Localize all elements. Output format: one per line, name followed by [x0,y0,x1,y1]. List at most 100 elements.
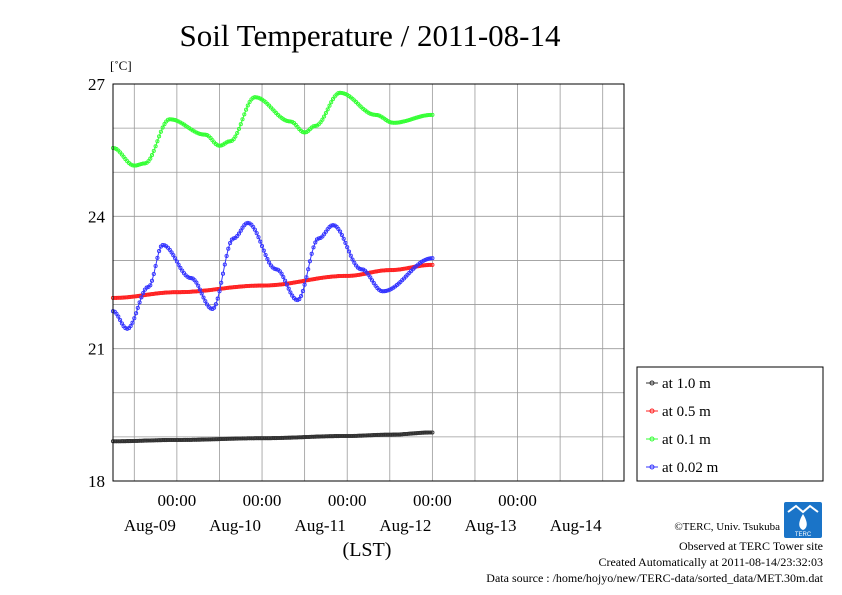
data-point [359,267,364,272]
data-point [153,263,158,269]
plot-frame [112,83,625,482]
data-point [295,279,300,285]
data-point [322,114,327,119]
legend: at 1.0 m at 0.5 m at 0.1 m at 0.02 m [636,366,824,482]
data-point [350,257,355,262]
data-point [215,296,220,301]
data-point [346,249,352,254]
data-point [428,262,433,267]
data-point [348,253,353,258]
data-point [267,260,272,265]
data-point [311,124,316,129]
data-point [421,113,426,118]
data-point [151,148,156,153]
data-point [135,305,140,310]
data-point [148,156,153,161]
legend-label: at 0.5 m [662,404,711,420]
data-point [330,223,336,228]
data-point [144,292,149,297]
chart-title: Soil Temperature / 2011-08-14 [180,18,561,53]
data-point [155,255,160,260]
legend-box [636,366,824,482]
legend-label: at 0.1 m [662,432,711,448]
data-point [118,317,123,323]
data-point [157,134,162,139]
logo-text: TERC [795,532,812,538]
data-point [251,224,256,229]
data-point [247,99,252,105]
x-date-label: Aug-09 [124,516,176,535]
legend-swatch-marker [649,436,655,442]
data-point [283,278,288,283]
data-point [314,276,320,281]
data-point [428,430,433,435]
observed-text: Observed at TERC Tower site [679,539,823,553]
data-point [357,266,362,271]
data-point [430,262,435,267]
data-point [307,277,312,282]
copyright-text: ©TERC, Univ. Tsukuba [674,521,780,533]
data-point [302,282,307,287]
data-point [325,107,330,112]
data-point [171,253,176,258]
data-point [416,115,421,120]
data-point [309,251,314,256]
data-point [238,122,243,127]
series-line [112,92,433,167]
data-point [245,220,250,225]
data-point [339,232,344,238]
data-point [369,112,375,117]
data-point [242,112,247,117]
data-point [400,267,405,272]
x-time-tick-label: 00:00 [158,491,197,510]
data-point [141,290,146,296]
data-point [245,103,250,108]
data-point [254,231,259,236]
data-point [329,100,334,105]
x-time-tick-label: 00:00 [498,491,537,510]
data-point [203,299,208,304]
y-tick-label: 21 [88,340,105,359]
data-point [401,119,407,124]
data-point [171,117,176,122]
series-at-0-1-m [110,90,435,168]
x-date-label: Aug-10 [209,516,261,535]
x-time-tick-label: 00:00 [243,491,282,510]
data-point [265,256,270,262]
data-point [407,117,412,123]
data-point [194,280,199,285]
data-point [233,134,238,139]
x-time-tick-label: 00:00 [328,491,367,510]
data-point [236,126,242,131]
data-point [300,289,305,294]
x-time-tick-label: 00:00 [413,491,452,510]
y-unit-label: [˚C] [110,58,132,73]
data-point [220,286,226,291]
data-point [288,290,293,295]
data-point [135,163,140,168]
data-point [149,153,155,158]
data-point [173,256,178,261]
data-point [398,120,403,125]
data-point [323,229,328,234]
data-point [263,252,268,258]
data-source-text: Data source : /home/hojyo/new/TERC-data/… [486,571,823,585]
data-point [134,311,139,316]
data-point [254,95,259,100]
data-point [235,130,240,136]
data-point [146,159,151,164]
terc-logo: TERC [784,502,822,538]
data-point [238,228,243,233]
data-point [304,275,309,280]
data-point [352,273,357,278]
data-point [139,295,144,300]
data-point [252,227,257,232]
data-point [212,305,217,310]
data-point [384,288,389,293]
data-point [137,162,142,167]
x-date-label: Aug-13 [465,516,517,535]
series-line [112,222,433,330]
grid [113,84,624,481]
y-tick-label: 18 [88,472,105,491]
data-point [316,236,321,241]
